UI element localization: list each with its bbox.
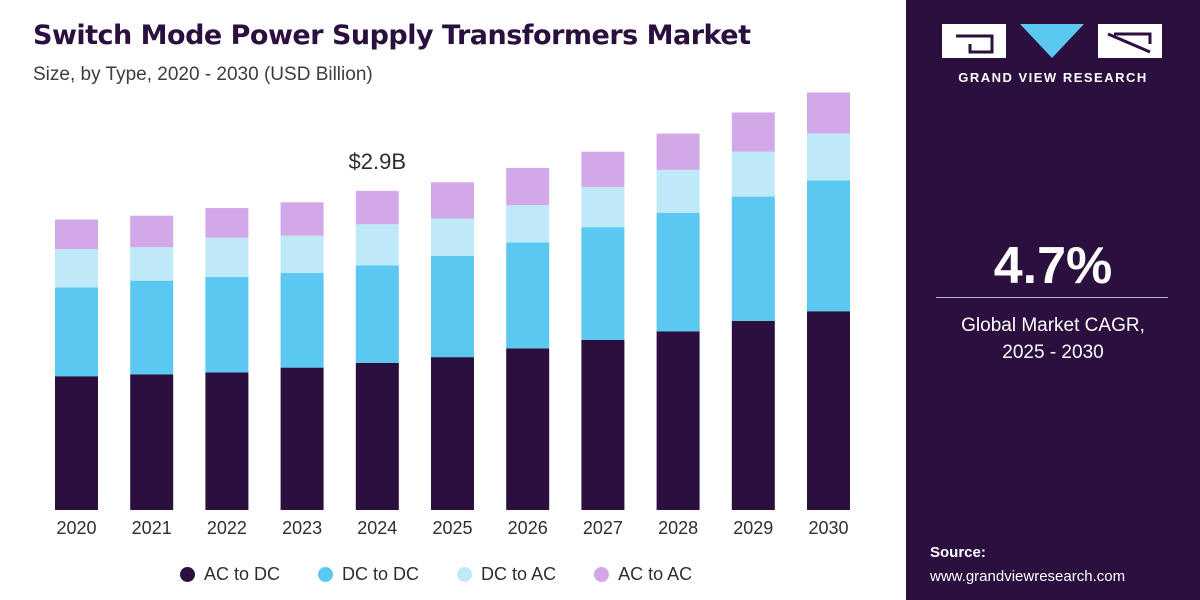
legend-item-dc-to-dc: DC to DC xyxy=(318,564,419,585)
chart-subtitle: Size, by Type, 2020 - 2030 (USD Billion) xyxy=(33,64,373,85)
logo-mark-icon xyxy=(942,24,1162,58)
bar-segment-ac-to-ac-2023 xyxy=(280,202,324,236)
bar-segment-dc-to-ac-2029 xyxy=(731,151,775,197)
chart-legend: AC to DC DC to DC DC to AC AC to AC xyxy=(180,564,730,585)
bar-segment-ac-to-dc-2021 xyxy=(130,374,174,510)
cagr-label-line-2: 2025 - 2030 xyxy=(1002,342,1104,363)
legend-swatch-ac-to-dc xyxy=(180,567,195,582)
bar-segment-dc-to-dc-2020 xyxy=(55,287,98,377)
source-link[interactable]: www.grandviewresearch.com xyxy=(930,568,1126,585)
bar-segment-ac-to-dc-2030 xyxy=(807,311,850,510)
x-tick-label-2023: 2023 xyxy=(282,518,322,538)
bar-segment-dc-to-ac-2030 xyxy=(807,133,850,181)
bar-segment-ac-to-ac-2029 xyxy=(731,112,775,152)
bar-segment-ac-to-ac-2022 xyxy=(205,208,249,238)
bar-segment-ac-to-dc-2029 xyxy=(731,320,775,510)
cagr-label-line-1: Global Market CAGR, xyxy=(961,315,1145,336)
x-tick-label-2020: 2020 xyxy=(56,518,96,538)
legend-swatch-dc-to-dc xyxy=(318,567,334,582)
bar-segment-dc-to-dc-2023 xyxy=(280,273,324,368)
bar-segment-dc-to-dc-2022 xyxy=(205,276,249,373)
bar-segment-dc-to-dc-2025 xyxy=(431,255,474,358)
bar-segment-ac-to-ac-2026 xyxy=(506,167,550,206)
legend-swatch-dc-to-ac xyxy=(457,567,473,582)
bar-segment-dc-to-ac-2027 xyxy=(581,187,625,228)
brand-name: GRAND VIEW RESEARCH xyxy=(958,70,1148,85)
bar-segment-dc-to-dc-2029 xyxy=(731,196,775,321)
bar-segment-ac-to-ac-2025 xyxy=(431,182,474,219)
bar-segment-ac-to-dc-2020 xyxy=(55,376,98,510)
legend-item-ac-to-ac: AC to AC xyxy=(594,564,692,585)
bar-segment-ac-to-dc-2023 xyxy=(280,367,324,510)
bar-segment-dc-to-ac-2020 xyxy=(55,249,98,288)
x-tick-label-2022: 2022 xyxy=(207,518,247,538)
bar-segment-ac-to-ac-2030 xyxy=(807,92,850,134)
bar-segment-ac-to-dc-2024 xyxy=(355,362,399,510)
bar-segment-dc-to-dc-2027 xyxy=(581,227,625,340)
bar-segment-dc-to-ac-2026 xyxy=(506,205,550,243)
divider xyxy=(936,297,1168,298)
legend-label-ac-to-dc: AC to DC xyxy=(204,564,281,584)
chart-panel: Switch Mode Power Supply Transformers Ma… xyxy=(33,20,850,585)
legend-swatch-ac-to-ac xyxy=(594,567,610,582)
legend-item-ac-to-dc: AC to DC xyxy=(180,564,280,585)
bar-segment-ac-to-dc-2025 xyxy=(431,357,474,510)
bar-segment-dc-to-dc-2030 xyxy=(807,180,850,312)
bar-segment-dc-to-dc-2021 xyxy=(130,280,174,375)
cagr-value: 4.7% xyxy=(993,237,1113,295)
source-title: Source: xyxy=(930,544,986,561)
bar-segment-dc-to-ac-2024 xyxy=(355,224,399,266)
bar-segment-dc-to-ac-2028 xyxy=(656,169,700,213)
bar-segment-dc-to-ac-2023 xyxy=(280,235,324,274)
x-tick-label-2030: 2030 xyxy=(808,518,848,538)
stacked-bar-chart: 2020 2021 2022 2023 2024 2025 2026 2027 2028 2029… xyxy=(55,92,850,538)
bar-segment-dc-to-ac-2025 xyxy=(431,218,474,256)
x-tick-label-2028: 2028 xyxy=(658,518,698,538)
bar-segment-ac-to-ac-2024 xyxy=(355,190,399,225)
x-tick-label-2027: 2027 xyxy=(583,518,623,538)
x-tick-label-2029: 2029 xyxy=(733,518,773,538)
bar-segment-dc-to-ac-2021 xyxy=(130,247,174,281)
legend-label-dc-to-ac: DC to AC xyxy=(481,564,557,584)
brand-logo xyxy=(942,22,1164,92)
bar-segment-ac-to-ac-2021 xyxy=(130,215,174,248)
bar-segment-dc-to-dc-2026 xyxy=(506,242,550,349)
legend-item-dc-to-ac: DC to AC xyxy=(457,564,556,585)
x-tick-label-2021: 2021 xyxy=(132,518,172,538)
bar-segment-dc-to-dc-2028 xyxy=(656,212,700,332)
legend-label-dc-to-dc: DC to DC xyxy=(342,564,420,584)
bar-segment-ac-to-dc-2028 xyxy=(656,331,700,510)
bar-segment-ac-to-ac-2028 xyxy=(656,133,700,170)
cagr-label: Global Market CAGR, 2025 - 2030 xyxy=(906,312,1200,366)
chart-title: Switch Mode Power Supply Transformers Ma… xyxy=(33,20,751,51)
x-tick-label-2026: 2026 xyxy=(508,518,548,538)
x-tick-label-2025: 2025 xyxy=(432,518,472,538)
side-panel: GRAND VIEW RESEARCH 4.7% Global Market C… xyxy=(906,0,1200,600)
bar-segment-ac-to-dc-2026 xyxy=(506,348,550,510)
bar-segment-ac-to-dc-2022 xyxy=(205,372,249,510)
annotation-2024: $2.9B xyxy=(349,149,407,174)
legend-label-ac-to-ac: AC to AC xyxy=(618,564,693,584)
bar-segment-ac-to-ac-2020 xyxy=(55,219,98,250)
x-tick-label-2024: 2024 xyxy=(357,518,397,538)
bar-segment-dc-to-dc-2024 xyxy=(355,265,399,363)
bar-segment-dc-to-ac-2022 xyxy=(205,237,249,277)
bar-segment-ac-to-dc-2027 xyxy=(581,339,625,510)
bar-segment-ac-to-ac-2027 xyxy=(581,151,625,188)
